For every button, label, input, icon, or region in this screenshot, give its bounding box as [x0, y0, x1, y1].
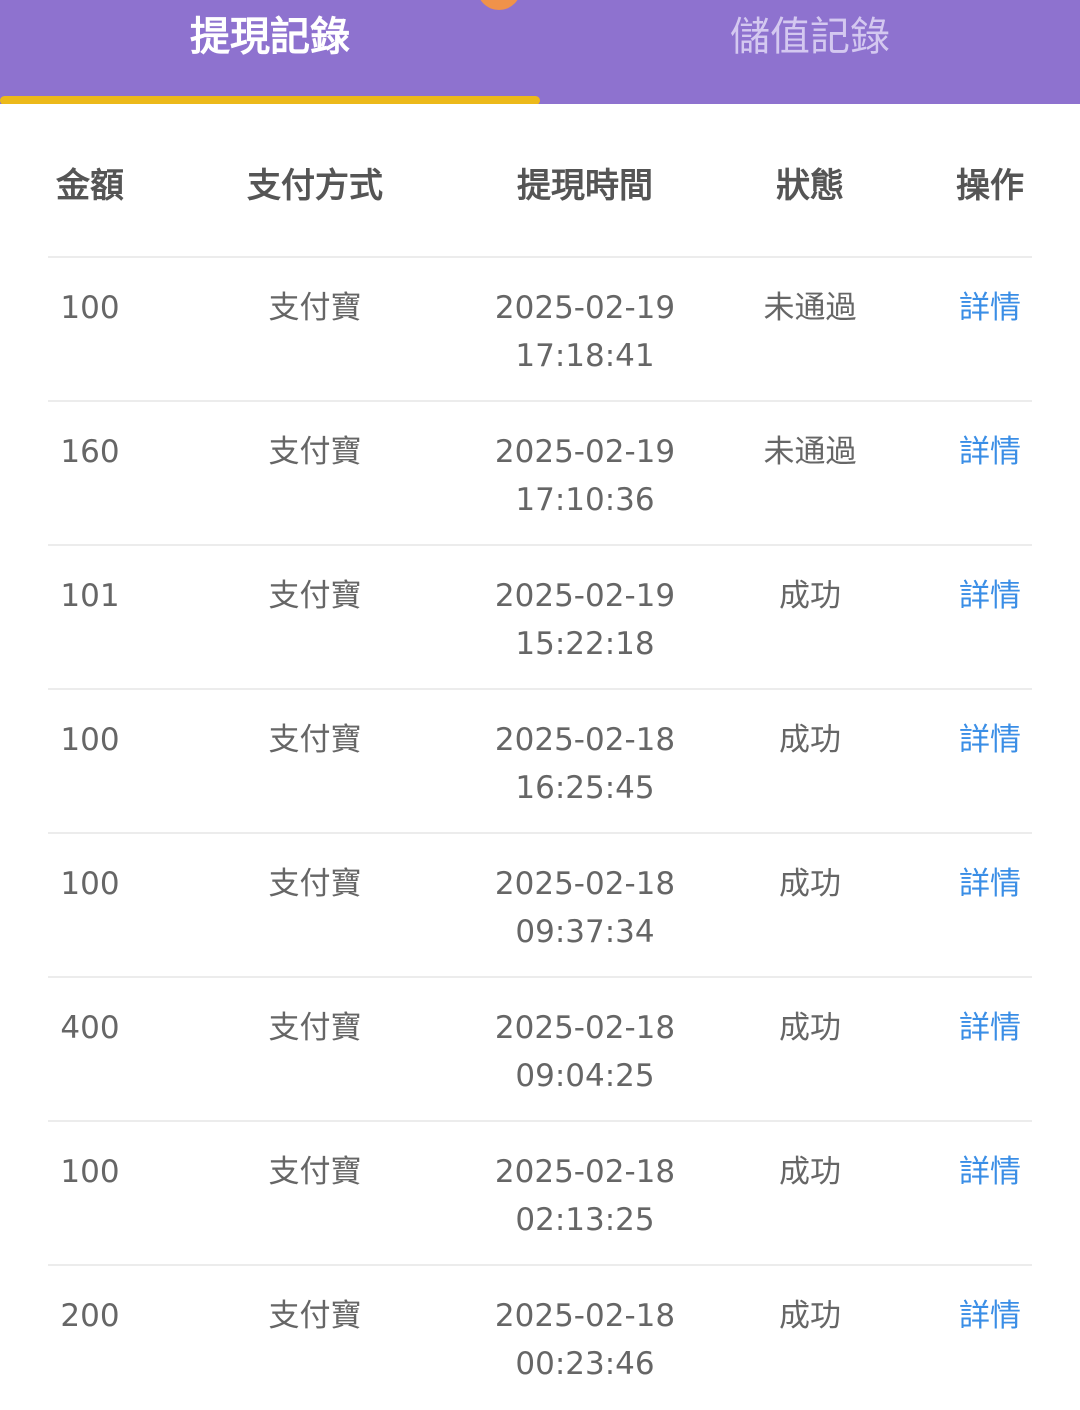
payment-method-cell: 支付寶: [268, 1154, 362, 1190]
table-row: 160 支付寶 2025-02-19 17:10:36 未通過 詳情: [48, 400, 1032, 546]
time-text: 16:25:45: [515, 770, 655, 806]
date-text: 2025-02-18: [494, 722, 676, 758]
tab-bar: 提現記錄 儲值記錄: [0, 0, 1080, 104]
time-cell: 2025-02-18 00:23:46: [495, 1292, 675, 1388]
date-text: 2025-02-18: [494, 1010, 676, 1046]
time-text: 00:23:46: [515, 1346, 655, 1382]
header-withdrawal-time: 提現時間: [517, 166, 653, 206]
time-cell: 2025-02-18 09:37:34: [495, 860, 675, 956]
table-row: 100 支付寶 2025-02-18 09:37:34 成功 詳情: [48, 832, 1032, 978]
time-cell: 2025-02-18 02:13:25: [495, 1148, 675, 1244]
status-cell: 未通過: [763, 290, 857, 326]
time-cell: 2025-02-19 15:22:18: [495, 572, 675, 668]
header-payment-method: 支付方式: [247, 166, 383, 206]
details-link[interactable]: 詳情: [959, 578, 1021, 614]
header-amount: 金額: [56, 166, 124, 206]
time-text: 15:22:18: [515, 626, 655, 662]
date-text: 2025-02-19: [494, 290, 676, 326]
active-tab-indicator: [0, 96, 540, 104]
status-cell: 成功: [779, 722, 841, 758]
status-cell: 成功: [779, 866, 841, 902]
payment-method-cell: 支付寶: [268, 434, 362, 470]
details-link[interactable]: 詳情: [959, 434, 1021, 470]
time-text: 17:18:41: [515, 338, 655, 374]
tab-withdrawal-records[interactable]: 提現記錄: [190, 14, 350, 60]
payment-method-cell: 支付寶: [268, 1298, 362, 1334]
time-text: 17:10:36: [515, 482, 655, 518]
header-action: 操作: [956, 166, 1024, 206]
time-cell: 2025-02-19 17:10:36: [495, 428, 675, 524]
payment-method-cell: 支付寶: [268, 578, 362, 614]
status-cell: 成功: [779, 1154, 841, 1190]
payment-method-cell: 支付寶: [268, 866, 362, 902]
details-link[interactable]: 詳情: [959, 1010, 1021, 1046]
details-link[interactable]: 詳情: [959, 866, 1021, 902]
date-text: 2025-02-18: [494, 1298, 676, 1334]
amount-cell: 200: [60, 1298, 120, 1334]
details-link[interactable]: 詳情: [959, 290, 1021, 326]
table-row: 400 支付寶 2025-02-18 09:04:25 成功 詳情: [48, 976, 1032, 1122]
status-cell: 成功: [779, 578, 841, 614]
amount-cell: 100: [60, 722, 120, 758]
details-link[interactable]: 詳情: [959, 1154, 1021, 1190]
status-cell: 成功: [779, 1010, 841, 1046]
details-link[interactable]: 詳情: [959, 1298, 1021, 1334]
time-cell: 2025-02-19 17:18:41: [495, 284, 675, 380]
date-text: 2025-02-18: [494, 866, 676, 902]
table-row: 100 支付寶 2025-02-19 17:18:41 未通過 詳情: [48, 256, 1032, 402]
status-cell: 成功: [779, 1298, 841, 1334]
amount-cell: 100: [60, 1154, 120, 1190]
header-status: 狀態: [776, 166, 844, 206]
table-row: 101 支付寶 2025-02-19 15:22:18 成功 詳情: [48, 544, 1032, 690]
time-cell: 2025-02-18 09:04:25: [495, 1004, 675, 1100]
amount-cell: 100: [60, 866, 120, 902]
table-row: 100 支付寶 2025-02-18 16:25:45 成功 詳情: [48, 688, 1032, 834]
date-text: 2025-02-19: [494, 578, 676, 614]
tab-deposit-records[interactable]: 儲值記錄: [730, 14, 890, 60]
amount-cell: 400: [60, 1010, 120, 1046]
table-row: 200 支付寶 2025-02-18 00:23:46 成功 詳情: [48, 1264, 1032, 1410]
table-row: 100 支付寶 2025-02-18 02:13:25 成功 詳情: [48, 1120, 1032, 1266]
amount-cell: 160: [60, 434, 120, 470]
payment-method-cell: 支付寶: [268, 1010, 362, 1046]
time-text: 09:37:34: [515, 914, 655, 950]
payment-method-cell: 支付寶: [268, 722, 362, 758]
time-text: 09:04:25: [515, 1058, 655, 1094]
amount-cell: 101: [60, 578, 120, 614]
date-text: 2025-02-19: [494, 434, 676, 470]
status-cell: 未通過: [763, 434, 857, 470]
amount-cell: 100: [60, 290, 120, 326]
time-text: 02:13:25: [515, 1202, 655, 1238]
date-text: 2025-02-18: [494, 1154, 676, 1190]
notification-badge: [477, 0, 521, 10]
payment-method-cell: 支付寶: [268, 290, 362, 326]
details-link[interactable]: 詳情: [959, 722, 1021, 758]
time-cell: 2025-02-18 16:25:45: [495, 716, 675, 812]
